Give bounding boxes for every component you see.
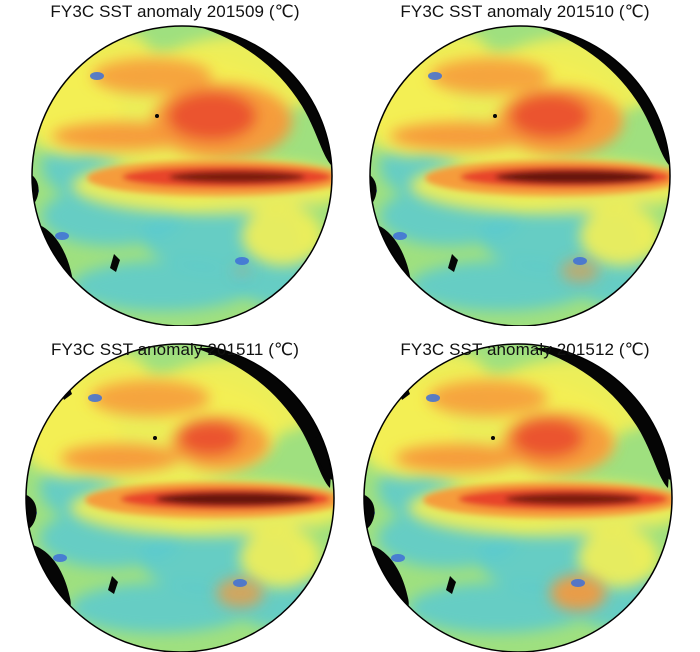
cold-spot	[391, 554, 405, 562]
globe-outline	[31, 25, 333, 326]
cold-spot	[428, 72, 442, 80]
new-zealand-land	[446, 576, 456, 594]
map-panel-201511: FY3C SST anomaly 201511 (℃)	[0, 326, 350, 652]
new-zealand-land	[448, 254, 458, 272]
cold-spot	[55, 232, 69, 240]
sst-field	[26, 344, 334, 652]
sst-field	[364, 344, 672, 652]
equatorial-warm-band	[425, 160, 670, 196]
cold-spot	[233, 579, 247, 587]
panel-title: FY3C SST anomaly 201512 (℃)	[400, 340, 650, 359]
map-panel-201509: FY3C SST anomaly 201509 (℃)	[0, 0, 350, 326]
map-panel-201510: FY3C SST anomaly 201510 (℃)	[350, 0, 700, 326]
globe-map	[363, 343, 673, 652]
map-panel-201512: FY3C SST anomaly 201512 (℃)	[350, 326, 700, 652]
cold-spot	[88, 394, 102, 402]
warm-anomaly-layer	[52, 58, 292, 278]
globe-outline	[369, 25, 671, 326]
equatorial-warm-band	[87, 160, 332, 196]
cold-spot	[90, 72, 104, 80]
cold-spot	[426, 394, 440, 402]
panel-title: FY3C SST anomaly 201509 (℃)	[50, 2, 300, 21]
new-zealand-land	[108, 576, 118, 594]
globe-outline	[25, 343, 335, 652]
sst-field	[370, 26, 670, 326]
new-zealand-land	[110, 254, 120, 272]
cold-spot	[393, 232, 407, 240]
warm-anomaly-layer	[390, 58, 623, 284]
cold-spot	[235, 257, 249, 265]
maritime-continent-land	[364, 493, 375, 533]
panel-title: FY3C SST anomaly 201511 (℃)	[51, 340, 299, 359]
maritime-continent-land	[26, 493, 37, 533]
globe-map	[369, 25, 671, 326]
equatorial-warm-band	[423, 482, 672, 518]
sst-field	[32, 26, 332, 326]
globe-map	[31, 25, 333, 326]
globe-outline	[363, 343, 673, 652]
cold-spot	[53, 554, 67, 562]
panel-title: FY3C SST anomaly 201510 (℃)	[400, 2, 650, 21]
cold-spot	[571, 579, 585, 587]
equatorial-warm-band	[85, 482, 334, 518]
warm-anomaly-layer	[395, 380, 614, 611]
globe-map	[25, 343, 335, 652]
warm-anomaly-layer	[60, 380, 269, 609]
cold-spot	[573, 257, 587, 265]
